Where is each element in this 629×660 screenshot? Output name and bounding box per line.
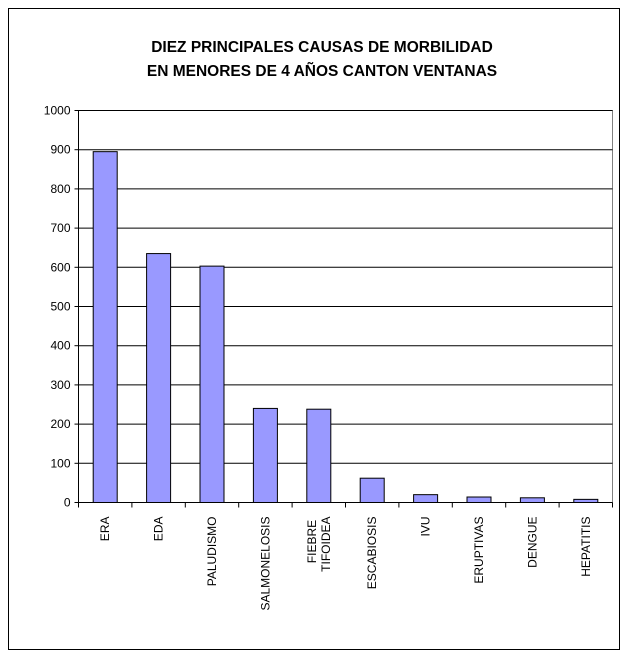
x-tick-label: EDA bbox=[152, 517, 166, 542]
x-tick-label: HEPATITIS bbox=[579, 517, 593, 577]
bar bbox=[252, 407, 278, 504]
bar bbox=[306, 408, 332, 504]
x-tick-label: SALMONELOSIS bbox=[258, 517, 272, 611]
x-tick-label: ERUPTIVAS bbox=[472, 517, 486, 584]
x-tick-label: ERA bbox=[98, 517, 112, 542]
y-tick-label: 600 bbox=[50, 260, 70, 274]
y-tick-label: 400 bbox=[50, 339, 70, 353]
y-tick-label: 900 bbox=[50, 143, 70, 157]
y-tick-label: 500 bbox=[50, 300, 70, 314]
bar bbox=[413, 494, 439, 504]
chart-title: DIEZ PRINCIPALES CAUSAS DE MORBILIDAD bbox=[151, 39, 493, 56]
x-tick-label: IVU bbox=[419, 517, 433, 537]
y-tick-label: 200 bbox=[50, 417, 70, 431]
y-tick-label: 300 bbox=[50, 378, 70, 392]
x-tick-label: ESCABIOSIS bbox=[365, 517, 379, 590]
x-tick-label: FIEBRE TIFOIDEA bbox=[305, 517, 333, 572]
y-tick-label: 100 bbox=[50, 456, 70, 470]
bar bbox=[359, 477, 385, 504]
y-tick-label: 0 bbox=[64, 496, 71, 510]
chart-title: EN MENORES DE 4 AÑOS CANTON VENTANAS bbox=[147, 62, 497, 80]
bar bbox=[92, 151, 118, 503]
y-tick-label: 700 bbox=[50, 221, 70, 235]
y-tick-label: 800 bbox=[50, 182, 70, 196]
y-tick-label: 1000 bbox=[44, 104, 71, 118]
x-tick-label: DENGUE bbox=[525, 517, 539, 568]
bar bbox=[146, 253, 172, 503]
bar bbox=[199, 265, 225, 503]
x-tick-label: PALUDISMO bbox=[205, 517, 219, 587]
bar bbox=[466, 496, 492, 503]
bar bbox=[519, 497, 545, 503]
